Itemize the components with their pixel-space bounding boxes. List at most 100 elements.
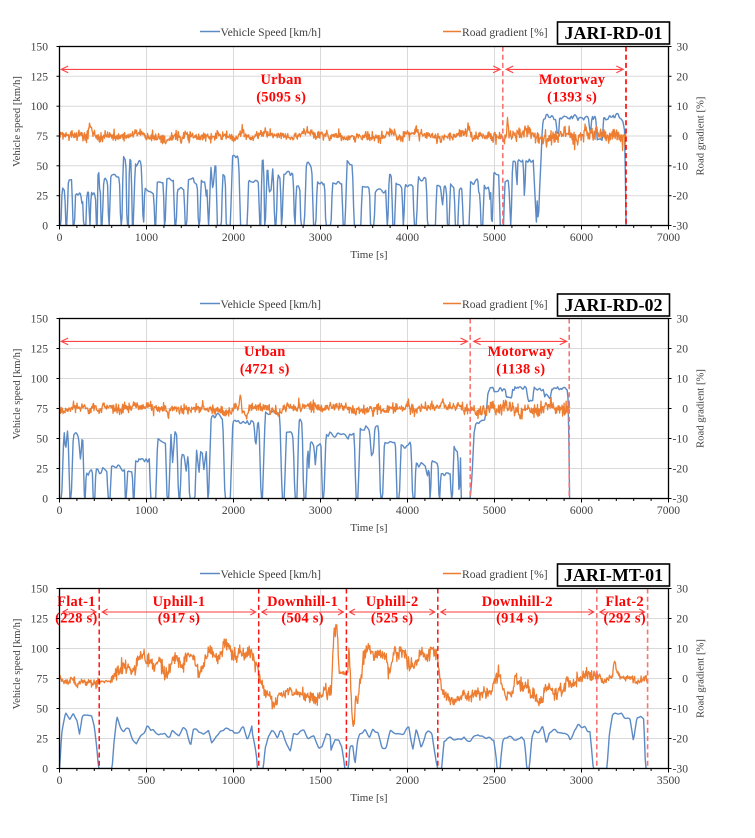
svg-text:(1138 s): (1138 s): [496, 362, 545, 378]
svg-text:5000: 5000: [483, 504, 506, 517]
svg-text:500: 500: [138, 774, 156, 787]
svg-text:JARI-RD-02: JARI-RD-02: [565, 295, 663, 315]
svg-text:20: 20: [676, 70, 688, 83]
svg-text:25: 25: [36, 190, 48, 203]
svg-text:0: 0: [42, 493, 48, 506]
svg-text:0: 0: [42, 763, 48, 776]
svg-text:50: 50: [36, 433, 48, 446]
svg-text:30: 30: [676, 41, 688, 54]
svg-text:Vehicle Speed [km/h]: Vehicle Speed [km/h]: [221, 568, 321, 581]
svg-text:-20: -20: [673, 463, 689, 476]
svg-text:0: 0: [682, 130, 688, 143]
svg-text:2000: 2000: [222, 231, 245, 244]
svg-text:Flat-2: Flat-2: [605, 594, 644, 610]
svg-text:20: 20: [676, 343, 688, 356]
svg-text:Road gradient [%]: Road gradient [%]: [695, 369, 707, 448]
svg-text:30: 30: [676, 313, 688, 326]
svg-text:6000: 6000: [570, 504, 593, 517]
svg-text:(1393 s): (1393 s): [547, 90, 597, 106]
svg-text:-10: -10: [673, 160, 689, 173]
svg-text:(914 s): (914 s): [496, 611, 538, 627]
svg-text:3500: 3500: [657, 774, 680, 787]
svg-text:4000: 4000: [396, 231, 419, 244]
svg-text:Flat-1: Flat-1: [57, 594, 96, 610]
svg-text:Road gradient [%]: Road gradient [%]: [695, 639, 707, 718]
svg-text:3000: 3000: [309, 231, 332, 244]
svg-text:(504 s): (504 s): [281, 611, 323, 627]
svg-text:4000: 4000: [396, 504, 419, 517]
svg-text:50: 50: [36, 160, 48, 173]
svg-text:Uphill-1: Uphill-1: [153, 594, 206, 610]
svg-text:30: 30: [676, 583, 688, 596]
svg-text:150: 150: [31, 583, 49, 596]
svg-text:Downhill-2: Downhill-2: [482, 594, 553, 610]
svg-text:0: 0: [682, 403, 688, 416]
svg-text:(5095 s): (5095 s): [256, 90, 306, 106]
svg-text:100: 100: [31, 373, 49, 386]
svg-text:Motorway: Motorway: [539, 72, 606, 88]
svg-text:2500: 2500: [483, 774, 506, 787]
svg-text:Time [s]: Time [s]: [350, 522, 387, 534]
svg-text:0: 0: [57, 504, 63, 517]
svg-text:125: 125: [31, 343, 49, 356]
svg-text:-30: -30: [673, 493, 689, 506]
svg-text:Road gradient [%]: Road gradient [%]: [695, 97, 707, 176]
svg-text:150: 150: [31, 41, 49, 54]
svg-text:Vehicle speed [km/h]: Vehicle speed [km/h]: [11, 76, 23, 167]
svg-text:3000: 3000: [309, 504, 332, 517]
svg-text:JARI-MT-01: JARI-MT-01: [564, 565, 663, 585]
svg-text:Downhill-1: Downhill-1: [267, 594, 338, 610]
svg-text:Uphill-2: Uphill-2: [366, 594, 419, 610]
svg-text:Road gradient [%]: Road gradient [%]: [462, 298, 548, 311]
svg-text:6000: 6000: [570, 231, 593, 244]
svg-text:5000: 5000: [483, 231, 506, 244]
svg-text:10: 10: [676, 373, 688, 386]
svg-text:-20: -20: [673, 733, 689, 746]
svg-text:(292 s): (292 s): [603, 611, 645, 627]
svg-text:Vehicle speed [km/h]: Vehicle speed [km/h]: [11, 619, 23, 710]
svg-text:125: 125: [31, 70, 49, 83]
svg-text:7000: 7000: [657, 231, 680, 244]
svg-text:-10: -10: [673, 703, 689, 716]
svg-text:125: 125: [31, 613, 49, 626]
svg-text:25: 25: [36, 463, 48, 476]
svg-text:75: 75: [36, 403, 48, 416]
svg-text:-30: -30: [673, 220, 689, 233]
svg-text:0: 0: [682, 673, 688, 686]
svg-text:25: 25: [36, 733, 48, 746]
svg-text:-30: -30: [673, 763, 689, 776]
svg-text:Vehicle speed [km/h]: Vehicle speed [km/h]: [11, 349, 23, 440]
svg-text:(228 s): (228 s): [55, 611, 97, 627]
svg-text:Urban: Urban: [244, 344, 285, 360]
svg-text:1000: 1000: [135, 231, 158, 244]
svg-text:Urban: Urban: [260, 72, 301, 88]
svg-text:100: 100: [31, 100, 49, 113]
svg-text:Vehicle Speed [km/h]: Vehicle Speed [km/h]: [221, 298, 321, 311]
svg-text:Time [s]: Time [s]: [350, 249, 387, 261]
svg-text:JARI-RD-01: JARI-RD-01: [565, 23, 663, 43]
svg-text:-20: -20: [673, 190, 689, 203]
svg-text:-10: -10: [673, 433, 689, 446]
svg-text:100: 100: [31, 643, 49, 656]
svg-text:2000: 2000: [396, 774, 419, 787]
svg-text:50: 50: [36, 703, 48, 716]
svg-text:(4721 s): (4721 s): [240, 362, 290, 378]
svg-text:10: 10: [676, 100, 688, 113]
svg-text:75: 75: [36, 673, 48, 686]
svg-text:(917 s): (917 s): [158, 611, 200, 627]
svg-text:2000: 2000: [222, 504, 245, 517]
svg-text:3000: 3000: [570, 774, 593, 787]
svg-text:0: 0: [42, 220, 48, 233]
svg-text:(525 s): (525 s): [371, 611, 413, 627]
svg-text:1000: 1000: [222, 774, 245, 787]
svg-text:Vehicle Speed [km/h]: Vehicle Speed [km/h]: [221, 26, 321, 39]
svg-text:Time [s]: Time [s]: [350, 792, 387, 804]
svg-text:150: 150: [31, 313, 49, 326]
svg-text:20: 20: [676, 613, 688, 626]
svg-text:0: 0: [57, 231, 63, 244]
svg-text:Road gradient [%]: Road gradient [%]: [462, 568, 548, 581]
svg-text:Motorway: Motorway: [488, 344, 555, 360]
svg-text:Road gradient [%]: Road gradient [%]: [462, 26, 548, 39]
svg-text:75: 75: [36, 130, 48, 143]
svg-text:7000: 7000: [657, 504, 680, 517]
